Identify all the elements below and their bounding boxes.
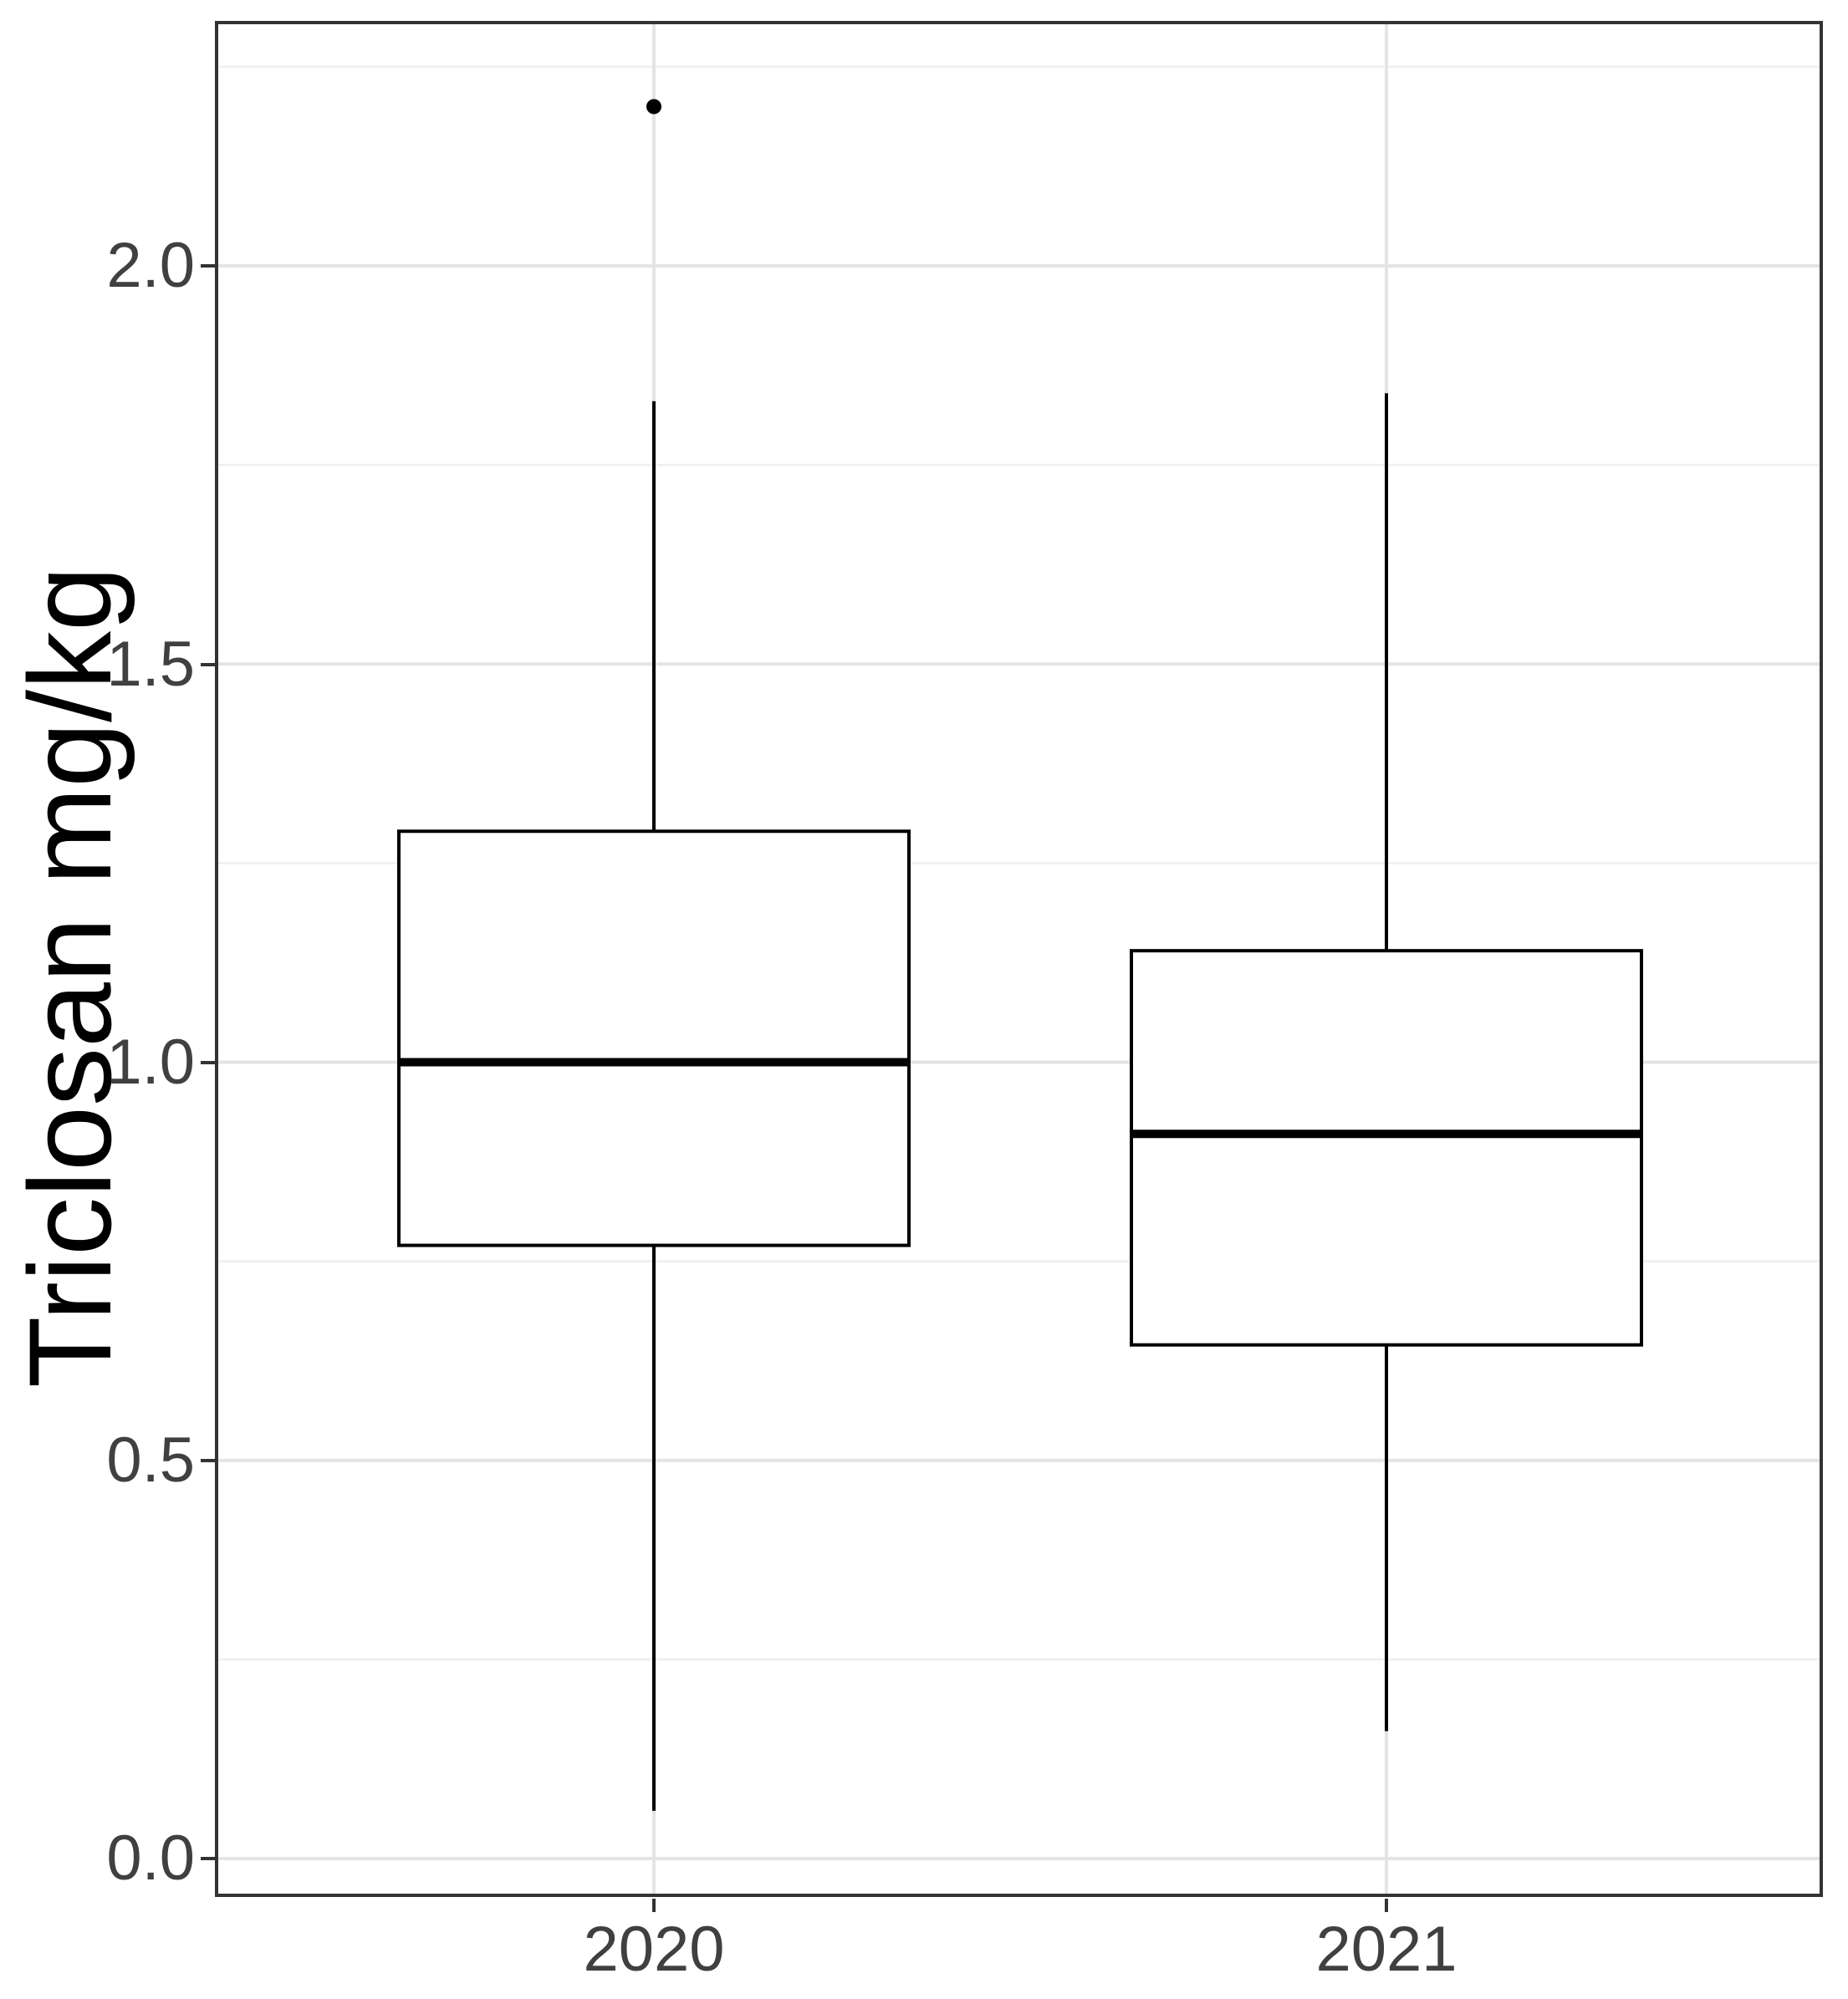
y-tick-mark — [201, 663, 215, 666]
y-tick-label: 1.5 — [106, 629, 195, 700]
y-tick-label: 2.0 — [106, 230, 195, 301]
plot-panel — [215, 21, 1823, 1897]
y-tick-label: 0.5 — [106, 1425, 195, 1496]
y-tick-label: 1.0 — [106, 1027, 195, 1098]
x-tick-label-2021: 2021 — [1315, 1914, 1457, 1985]
y-tick-mark — [201, 1459, 215, 1462]
y-tick-label: 0.0 — [106, 1823, 195, 1894]
box-2021 — [1130, 949, 1643, 1347]
y-tick-mark — [201, 1857, 215, 1860]
x-tick-label-2020: 2020 — [583, 1914, 725, 1985]
y-tick-mark — [201, 264, 215, 268]
boxplot-canvas — [218, 24, 1820, 1894]
outlier-point-2020 — [646, 99, 661, 115]
x-tick-mark — [652, 1899, 656, 1912]
box-2020 — [397, 829, 911, 1247]
x-tick-mark — [1385, 1899, 1388, 1912]
y-tick-mark — [201, 1061, 215, 1064]
